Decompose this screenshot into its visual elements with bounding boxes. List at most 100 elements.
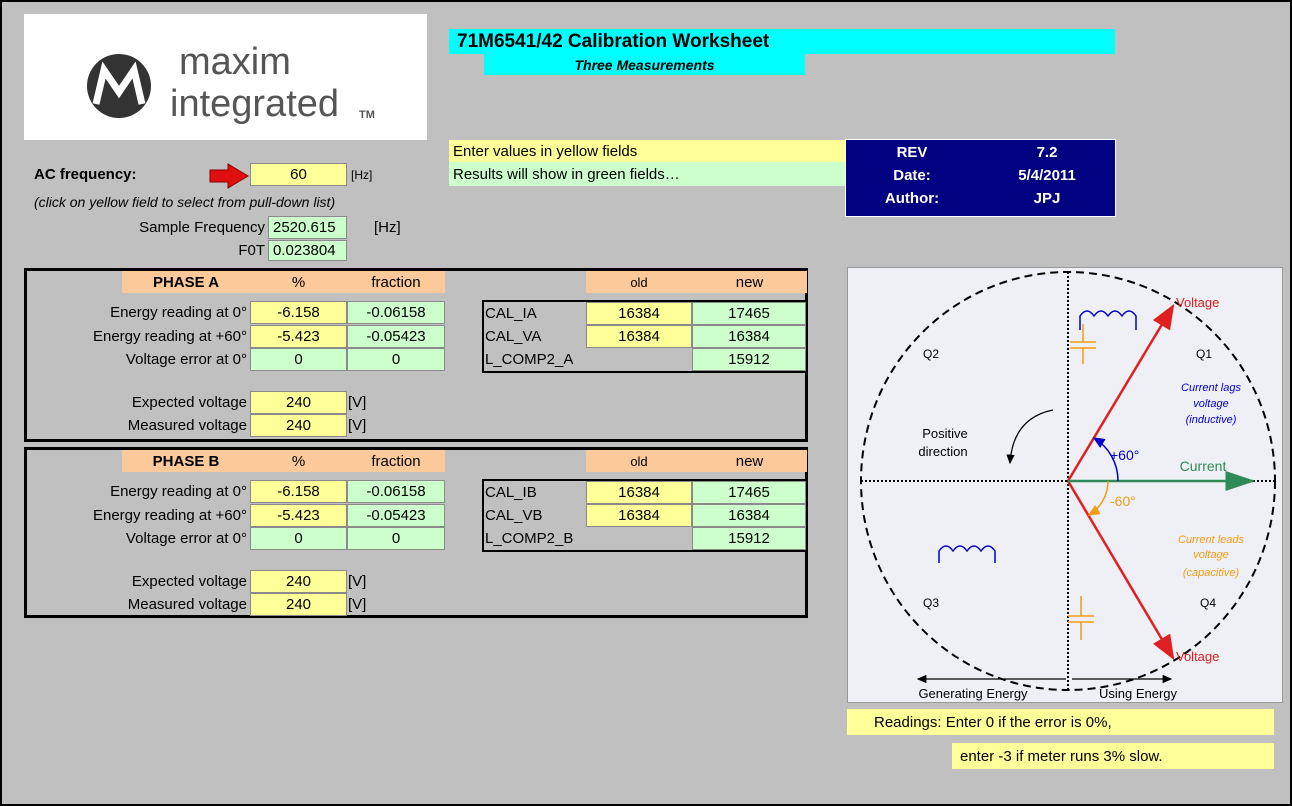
logo-box: maxim integrated TM	[24, 14, 427, 140]
expected-label: Expected voltage	[131, 573, 247, 590]
cal-new: 15912	[692, 348, 806, 371]
fraction-cell: 0	[347, 348, 445, 371]
lead-arc	[1087, 480, 1109, 516]
fraction-cell: -0.05423	[347, 324, 445, 348]
ac-unit: [Hz]	[351, 167, 373, 182]
cal-new: 16384	[692, 504, 806, 527]
column-header: %	[250, 271, 347, 293]
cal-name: CAL_VA	[485, 328, 542, 345]
lag-note: Current lags	[1181, 382, 1241, 394]
lead-note: Current leads	[1178, 534, 1245, 546]
phase-name: PHASE A	[122, 271, 250, 293]
rev-value: 5/4/2011	[1018, 166, 1076, 184]
percent-cell: 0	[250, 348, 347, 371]
cal-old[interactable]: 16384	[586, 481, 692, 504]
cal-new: 15912	[692, 527, 806, 550]
percent-cell[interactable]: -5.423	[250, 324, 347, 348]
rev-value: JPJ	[1033, 189, 1061, 207]
unit: [V]	[348, 573, 367, 590]
rev-label: Date:	[893, 166, 931, 184]
percent-cell[interactable]: -6.158	[250, 480, 347, 503]
lag-note: voltage	[1193, 398, 1228, 410]
cal-old[interactable]: 16384	[586, 504, 692, 527]
f0t-value: 0.023804	[268, 240, 347, 261]
cal-new: 16384	[692, 325, 806, 348]
cal-old[interactable]: 16384	[586, 325, 692, 348]
column-header: old	[586, 450, 692, 472]
expected-value[interactable]: 240	[250, 391, 347, 414]
cal-name: L_COMP2_A	[485, 351, 574, 368]
quadrant-label: Q3	[923, 596, 939, 610]
row-label: Voltage error at 0°	[125, 351, 247, 368]
subtitle: Three Measurements	[484, 54, 805, 75]
direction-note: Positive	[922, 426, 968, 441]
percent-cell[interactable]: -5.423	[250, 503, 347, 527]
minus60-label: -60°	[1110, 493, 1136, 509]
column-header: %	[250, 450, 347, 472]
logo-text: integrated	[170, 83, 339, 125]
row-label: Energy reading at +60°	[92, 327, 247, 345]
measured-label: Measured voltage	[127, 417, 247, 434]
lag-note: (inductive)	[1186, 414, 1237, 426]
measured-value[interactable]: 240	[250, 414, 347, 437]
cal-name: CAL_IB	[485, 484, 537, 501]
column-header: old	[586, 271, 692, 293]
plus60-label: +60°	[1110, 447, 1139, 463]
column-header: fraction	[347, 450, 445, 472]
arrow-icon	[209, 163, 249, 189]
expected-value[interactable]: 240	[250, 570, 347, 593]
voltage-label: Voltage	[1176, 649, 1219, 664]
quadrant-label: Q4	[1200, 596, 1216, 610]
note-yellow: Enter values in yellow fields	[449, 140, 873, 162]
direction-note: direction	[918, 444, 967, 459]
column-header: fraction	[347, 271, 445, 293]
phase-name: PHASE B	[122, 450, 250, 472]
sample-unit: [Hz]	[374, 219, 401, 236]
note-green: Results will show in green fields…	[449, 162, 873, 186]
readings-note: Readings: Enter 0 if the error is 0%,	[847, 709, 1274, 735]
cal-old[interactable]: 16384	[586, 302, 692, 325]
voltage-label: Voltage	[1176, 295, 1219, 310]
row-label: Energy reading at 0°	[110, 304, 247, 321]
percent-cell[interactable]: -6.158	[250, 301, 347, 324]
capacitor	[1070, 324, 1096, 364]
logo: maxim integrated TM	[87, 41, 375, 125]
row-label: Energy reading at 0°	[110, 483, 247, 500]
unit: [V]	[348, 417, 367, 434]
measured-value[interactable]: 240	[250, 593, 347, 616]
current-label: Current	[1180, 458, 1227, 474]
cal-name: CAL_IA	[485, 305, 537, 322]
lead-note: voltage	[1193, 549, 1228, 561]
direction-arrow	[1006, 409, 1054, 465]
cal-new: 17465	[692, 481, 806, 504]
rev-label: Author:	[884, 189, 940, 207]
unit: [V]	[348, 596, 367, 613]
inductor	[938, 545, 996, 563]
column-header: new	[692, 271, 807, 293]
lead-note: (capacitive)	[1183, 567, 1240, 579]
voltage-arrow	[1066, 303, 1175, 482]
quadrant-label: Q1	[1196, 347, 1212, 361]
cal-frame	[482, 300, 808, 373]
logo-tm: TM	[359, 109, 375, 121]
fraction-cell: -0.06158	[347, 301, 445, 324]
fraction-cell: -0.05423	[347, 503, 445, 527]
cal-name: L_COMP2_B	[485, 530, 574, 547]
expected-label: Expected voltage	[131, 394, 247, 411]
title: 71M6541/42 Calibration Worksheet	[449, 29, 1115, 54]
capacitor	[1068, 596, 1094, 640]
rev-label: REV	[896, 143, 928, 161]
measured-label: Measured voltage	[127, 596, 247, 613]
hint: (click on yellow field to select from pu…	[34, 194, 336, 210]
fraction-cell: 0	[347, 527, 445, 550]
using-label: Using Energy	[1099, 686, 1178, 701]
rev-value: 7.2	[1036, 143, 1058, 161]
rev-box	[845, 139, 1116, 217]
phase-diagram: Voltage Voltage Q2 Q1 Q3 Q4 Current lags…	[847, 267, 1283, 703]
lag-arc	[1092, 437, 1119, 482]
ac-value[interactable]: 60	[250, 163, 347, 186]
sample-value: 2520.615	[268, 216, 347, 239]
inductor	[1079, 310, 1137, 330]
cal-frame	[482, 479, 808, 552]
